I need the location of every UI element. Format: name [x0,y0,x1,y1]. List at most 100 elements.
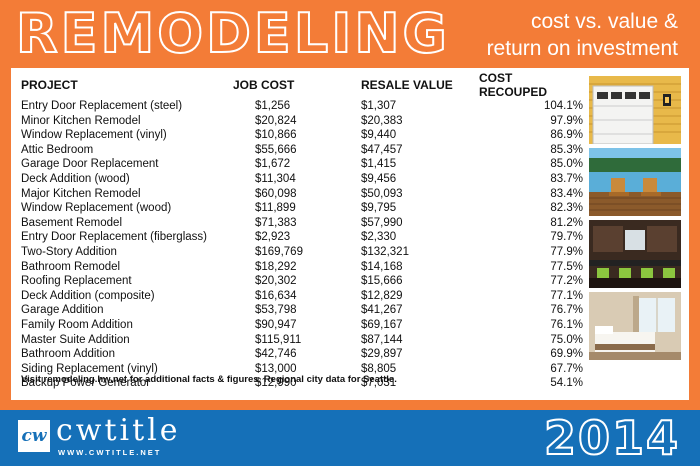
job-cost-cell: $11,899 [255,202,296,215]
resale-value-cell: $1,415 [361,158,397,171]
table-row: Garage Addition $53,798 $41,267 76.7% [21,303,583,318]
job-cost-cell: $20,824 [255,114,297,127]
cost-recouped-cell: 77.9% [550,245,583,258]
job-cost-cell: $115,911 [255,333,302,346]
logo-url: WWW.CWTITLE.NET [58,448,162,457]
project-cell: Window Replacement (wood) [21,202,172,215]
table-row: Deck Addition (composite) $16,634 $12,829 7… [21,289,583,304]
table-row: Siding Replacement (vinyl) $13,000 $8,805 6… [21,362,583,377]
resale-value-cell: $9,440 [361,129,397,142]
year-label: 2014 [543,411,680,465]
header-resale-value: RESALE VALUE [361,78,453,92]
header-project: PROJECT [21,78,78,92]
table-row: Minor Kitchen Remodel $20,824 $20,383 97.9% [21,114,583,129]
subtitle: cost vs. value & return on investment [487,8,678,62]
resale-value-cell: $87,144 [361,333,403,346]
cost-recouped-cell: 76.1% [550,318,583,331]
cost-recouped-cell: 69.9% [550,348,583,361]
resale-value-cell: $69,167 [361,318,403,331]
job-cost-cell: $169,769 [255,245,303,258]
table-row: Basement Remodel $71,383 $57,990 81.2% [21,216,583,231]
logo-name: cwtitle [56,413,181,448]
logo-mark: cw [18,420,50,452]
job-cost-cell: $2,923 [255,231,291,244]
project-cell: Entry Door Replacement (steel) [21,100,183,112]
deck-photo [589,148,681,216]
resale-value-cell: $47,457 [361,143,403,156]
cost-recouped-cell: 77.2% [550,275,583,288]
resale-value-cell: $2,330 [361,231,397,244]
job-cost-cell: $55,666 [255,143,297,156]
table-row: Master Suite Addition $115,911 $87,144 75.0… [21,333,583,348]
cost-recouped-cell: 97.9% [550,114,583,127]
job-cost-cell: $42,746 [255,348,297,361]
job-cost-cell: $20,302 [255,275,297,288]
project-cell: Deck Addition (composite) [21,289,155,302]
job-cost-cell: $18,292 [255,260,297,273]
resale-value-cell: $12,829 [361,289,403,302]
kitchen-photo [589,220,681,288]
table-header-row: PROJECT JOB COST RESALE VALUE COST RECOU… [21,71,583,99]
table-row: Window Replacement (vinyl) $10,866 $9,440 8… [21,128,583,143]
cost-recouped-cell: 83.4% [550,187,583,200]
photo-column [589,76,681,364]
subtitle-line-2: return on investment [486,37,678,60]
project-cell: Minor Kitchen Remodel [21,114,141,127]
cost-recouped-cell: 81.2% [550,216,583,229]
resale-value-cell: $41,267 [361,304,403,317]
header: REMODELING cost vs. value & return on in… [0,0,700,68]
cost-recouped-cell: 77.1% [550,289,583,302]
job-cost-cell: $13,000 [255,362,297,375]
project-cell: Garage Addition [21,304,104,317]
resale-value-cell: $57,990 [361,216,403,229]
cost-recouped-cell: 76.7% [550,304,583,317]
project-cell: Bathroom Remodel [21,260,121,273]
resale-value-cell: $9,456 [361,172,397,185]
table-row: Window Replacement (wood) $11,899 $9,795 82… [21,201,583,216]
cost-recouped-cell: 79.7% [550,231,583,244]
job-cost-cell: $60,098 [255,187,297,200]
job-cost-cell: $12,990 [255,377,297,390]
project-cell: Two-Story Addition [21,245,117,258]
job-cost-cell: $11,304 [255,172,296,185]
resale-value-cell: $9,795 [361,202,397,215]
table-row: Two-Story Addition $169,769 $132,321 77.9% [21,245,583,260]
table-row: Backup Power Generator $12,990 $7,031 54.1% [21,376,583,391]
cost-recouped-cell: 82.3% [550,202,583,215]
table-row: Garage Door Replacement $1,672 $1,415 85.0% [21,157,583,172]
page-title: REMODELING [15,2,450,65]
job-cost-cell: $1,672 [255,158,291,171]
table-row: Roofing Replacement $20,302 $15,666 77.2% [21,274,583,289]
project-cell: Siding Replacement (vinyl) [21,362,158,375]
project-cell: Entry Door Replacement (fiberglass) [21,231,207,244]
project-cell: Window Replacement (vinyl) [21,129,167,142]
resale-value-cell: $1,307 [361,100,397,112]
resale-value-cell: $29,897 [361,348,403,361]
project-cell: Family Room Addition [21,318,133,331]
subtitle-line-1: cost vs. value & [530,10,678,33]
cost-recouped-cell: 85.3% [550,143,583,156]
job-cost-cell: $16,634 [255,289,297,302]
footer: cw cwtitle WWW.CWTITLE.NET 2014 [0,410,700,466]
resale-value-cell: $7,031 [361,377,397,390]
header-job-cost: JOB COST [233,78,295,92]
cost-recouped-cell: 83.7% [550,172,583,185]
job-cost-cell: $53,798 [255,304,297,317]
resale-value-cell: $50,093 [361,187,403,200]
cost-recouped-cell: 85.0% [550,158,583,171]
table-row: Entry Door Replacement (fiberglass) $2,92… [21,230,583,245]
table-row: Attic Bedroom $55,666 $47,457 85.3% [21,143,583,158]
project-cell: Backup Power Generator [21,377,151,390]
project-cell: Major Kitchen Remodel [21,187,141,200]
cost-recouped-cell: 104.1% [543,100,583,112]
resale-value-cell: $132,321 [361,245,409,258]
cost-recouped-cell: 77.5% [550,260,583,273]
job-cost-cell: $1,256 [255,100,291,112]
project-cell: Deck Addition (wood) [21,172,130,185]
project-cell: Roofing Replacement [21,275,132,288]
content-panel: PROJECT JOB COST RESALE VALUE COST RECOU… [11,68,689,400]
table-row: Deck Addition (wood) $11,304 $9,456 83.7% [21,172,583,187]
project-cell: Basement Remodel [21,216,122,229]
cost-value-table: PROJECT JOB COST RESALE VALUE COST RECOU… [21,71,583,391]
resale-value-cell: $15,666 [361,275,403,288]
